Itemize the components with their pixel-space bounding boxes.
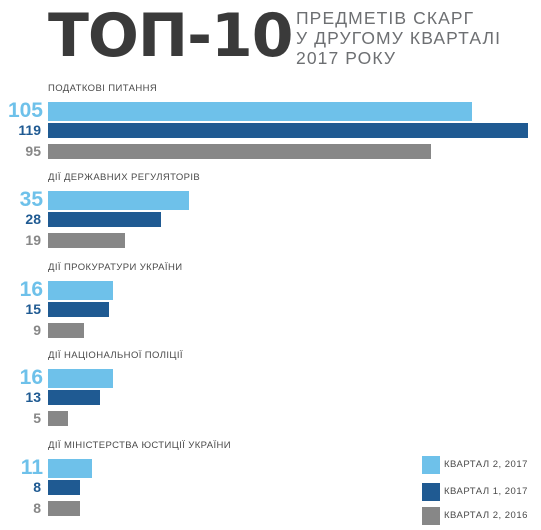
value-label: 19 bbox=[25, 232, 41, 248]
bar bbox=[48, 369, 113, 388]
chart-subtitle-line-3: 2017 РОКУ bbox=[296, 48, 397, 68]
value-label: 119 bbox=[18, 122, 41, 138]
legend-swatch bbox=[422, 483, 440, 501]
bar bbox=[48, 411, 68, 426]
bar bbox=[48, 123, 528, 138]
chart-subtitle-line-2: У ДРУГОМУ КВАРТАЛІ bbox=[296, 28, 502, 48]
bar bbox=[48, 501, 80, 516]
bar bbox=[48, 323, 84, 338]
bar bbox=[48, 480, 80, 495]
value-label: 105 bbox=[7, 99, 43, 122]
bar bbox=[48, 191, 189, 210]
value-label: 35 bbox=[19, 188, 43, 211]
chart-title-big: ТОП-10 bbox=[48, 1, 294, 71]
category-label: ПОДАТКОВІ ПИТАННЯ bbox=[48, 83, 158, 94]
bar bbox=[48, 144, 431, 159]
category-label: ДІЇ ДЕРЖАВНИХ РЕГУЛЯТОРІВ bbox=[48, 172, 201, 183]
category-label: ДІЇ ПРОКУРАТУРИ УКРАЇНИ bbox=[48, 262, 183, 273]
bar bbox=[48, 459, 92, 478]
value-label: 16 bbox=[19, 278, 43, 301]
value-label: 8 bbox=[33, 479, 41, 495]
value-label: 15 bbox=[25, 301, 41, 317]
bar bbox=[48, 212, 161, 227]
value-label: 11 bbox=[20, 456, 43, 479]
bar bbox=[48, 102, 472, 121]
value-label: 28 bbox=[25, 211, 41, 227]
legend-swatch bbox=[422, 456, 440, 474]
value-label: 5 bbox=[33, 410, 41, 426]
value-label: 8 bbox=[33, 500, 41, 516]
bar bbox=[48, 390, 100, 405]
bar bbox=[48, 302, 109, 317]
value-label: 13 bbox=[25, 389, 41, 405]
chart-subtitle-line-1: ПРЕДМЕТІВ СКАРГ bbox=[296, 8, 475, 28]
category-label: ДІЇ МІНІСТЕРСТВА ЮСТИЦІЇ УКРАЇНИ bbox=[48, 440, 232, 451]
value-label: 9 bbox=[33, 322, 41, 338]
chart-subtitle: ПРЕДМЕТІВ СКАРГ У ДРУГОМУ КВАРТАЛІ 2017 … bbox=[296, 8, 501, 68]
bar bbox=[48, 233, 125, 248]
category-label: ДІЇ НАЦІОНАЛЬНОЇ ПОЛІЦІЇ bbox=[48, 350, 183, 361]
legend-label: КВАРТАЛ 1, 2017 bbox=[444, 486, 528, 497]
bar bbox=[48, 281, 113, 300]
legend-swatch bbox=[422, 507, 440, 525]
legend-label: КВАРТАЛ 2, 2017 bbox=[444, 459, 528, 470]
value-label: 16 bbox=[19, 366, 43, 389]
legend-label: КВАРТАЛ 2, 2016 bbox=[444, 510, 528, 521]
value-label: 95 bbox=[25, 143, 41, 159]
